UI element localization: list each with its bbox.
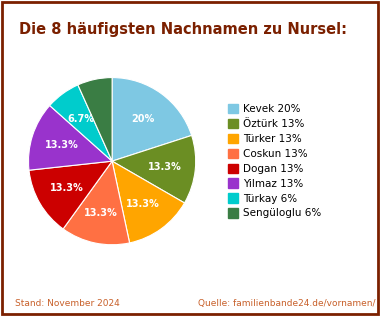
Text: 13.3%: 13.3% [45, 140, 79, 150]
Text: 20%: 20% [131, 113, 155, 124]
Wedge shape [29, 161, 112, 229]
Text: Quelle: familienbande24.de/vornamen/: Quelle: familienbande24.de/vornamen/ [198, 299, 375, 308]
Wedge shape [50, 85, 112, 161]
Wedge shape [112, 77, 192, 161]
Wedge shape [112, 161, 185, 243]
Wedge shape [78, 77, 112, 161]
Text: 13.3%: 13.3% [84, 208, 118, 218]
Text: 13.3%: 13.3% [126, 199, 160, 209]
Wedge shape [28, 106, 112, 170]
Text: 13.3%: 13.3% [50, 183, 84, 193]
Text: Die 8 häufigsten Nachnamen zu Nursel:: Die 8 häufigsten Nachnamen zu Nursel: [19, 22, 347, 37]
Wedge shape [63, 161, 130, 245]
Wedge shape [112, 136, 196, 203]
Text: 6.7%: 6.7% [68, 114, 95, 124]
Text: 13.3%: 13.3% [147, 162, 181, 172]
Text: Stand: November 2024: Stand: November 2024 [15, 299, 120, 308]
Legend: Kevek 20%, Öztürk 13%, Türker 13%, Coskun 13%, Dogan 13%, Yilmaz 13%, Türkay 6%,: Kevek 20%, Öztürk 13%, Türker 13%, Cosku… [226, 102, 323, 221]
